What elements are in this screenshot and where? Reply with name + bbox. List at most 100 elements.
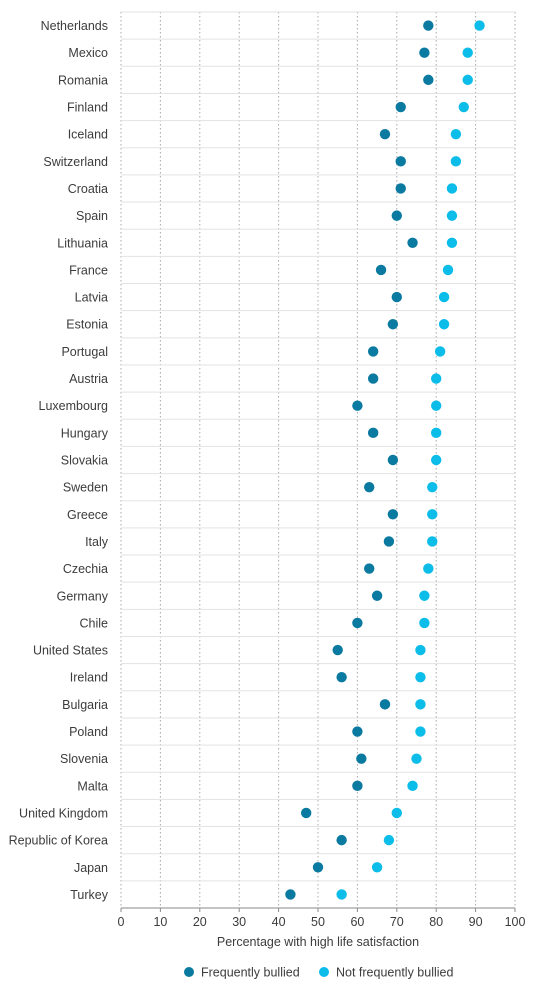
row-lithuania: Lithuania xyxy=(57,236,458,250)
category-label: Mexico xyxy=(68,46,108,60)
point-frequently-bullied-sweden xyxy=(364,481,375,493)
point-frequently-bullied-netherlands xyxy=(423,20,434,31)
category-label: Chile xyxy=(80,616,109,630)
point-not-frequently-bullied-italy xyxy=(427,536,438,547)
point-frequently-bullied-turkey xyxy=(285,889,296,900)
point-not-frequently-bullied-romania xyxy=(462,74,473,86)
row-italy: Italy xyxy=(85,535,438,549)
row-japan: Japan xyxy=(74,861,383,875)
point-frequently-bullied-greece xyxy=(387,509,399,520)
x-tick-label: 50 xyxy=(311,915,325,929)
category-label: Slovenia xyxy=(60,752,108,766)
point-frequently-bullied-latvia xyxy=(391,291,402,303)
point-not-frequently-bullied-hungary xyxy=(431,427,442,439)
row-finland: Finland xyxy=(67,101,469,115)
point-not-frequently-bullied-portugal xyxy=(434,346,446,357)
row-sweden: Sweden xyxy=(63,481,438,495)
row-ireland: Ireland xyxy=(70,671,426,685)
legend-marker-not-frequently-bullied xyxy=(319,967,329,977)
row-germany: Germany xyxy=(57,589,430,603)
point-frequently-bullied-slovakia xyxy=(387,454,399,466)
x-tick-label: 10 xyxy=(153,915,167,929)
x-tick-label: 70 xyxy=(390,915,404,929)
category-label: United Kingdom xyxy=(19,806,108,820)
point-frequently-bullied-croatia xyxy=(395,183,406,194)
category-label: Greece xyxy=(67,508,108,522)
category-label: Japan xyxy=(74,861,108,875)
category-label: Turkey xyxy=(70,888,108,902)
row-czechia: Czechia xyxy=(63,562,434,576)
point-not-frequently-bullied-croatia xyxy=(446,183,458,194)
point-frequently-bullied-germany xyxy=(371,590,383,601)
point-not-frequently-bullied-luxembourg xyxy=(431,400,442,411)
point-frequently-bullied-ireland xyxy=(336,672,347,683)
point-not-frequently-bullied-germany xyxy=(419,590,430,601)
x-tick-label: 20 xyxy=(193,915,207,929)
category-label: Slovakia xyxy=(61,454,108,468)
point-frequently-bullied-iceland xyxy=(379,128,391,140)
row-slovenia: Slovenia xyxy=(60,752,422,766)
point-not-frequently-bullied-czechia xyxy=(423,563,434,574)
point-not-frequently-bullied-slovakia xyxy=(431,454,442,466)
point-frequently-bullied-italy xyxy=(383,536,395,547)
category-label: Spain xyxy=(76,209,108,223)
row-united-kingdom: United Kingdom xyxy=(19,806,402,820)
row-mexico: Mexico xyxy=(68,46,473,60)
point-frequently-bullied-estonia xyxy=(387,319,399,330)
point-frequently-bullied-japan xyxy=(312,862,324,873)
row-chile: Chile xyxy=(80,616,430,630)
point-not-frequently-bullied-greece xyxy=(427,509,438,520)
point-frequently-bullied-switzerland xyxy=(395,156,406,167)
category-label: Luxembourg xyxy=(39,399,109,413)
category-label: Hungary xyxy=(61,426,109,440)
category-label: Portugal xyxy=(61,345,108,359)
category-label: Iceland xyxy=(68,128,108,142)
category-label: Croatia xyxy=(68,182,108,196)
row-united-states: United States xyxy=(33,644,426,658)
category-label: Romania xyxy=(58,73,108,87)
row-slovakia: Slovakia xyxy=(61,454,442,468)
row-netherlands: Netherlands xyxy=(41,19,485,33)
category-label: Switzerland xyxy=(43,155,108,169)
row-austria: Austria xyxy=(69,372,442,386)
row-republic-of-korea: Republic of Korea xyxy=(9,834,395,848)
x-tick-label: 0 xyxy=(118,915,125,929)
point-frequently-bullied-united-states xyxy=(332,644,343,656)
row-portugal: Portugal xyxy=(61,345,446,359)
point-frequently-bullied-poland xyxy=(352,726,363,737)
row-hungary: Hungary xyxy=(61,426,442,440)
point-not-frequently-bullied-austria xyxy=(431,373,442,384)
row-iceland: Iceland xyxy=(68,128,462,142)
point-not-frequently-bullied-france xyxy=(442,264,454,276)
point-frequently-bullied-czechia xyxy=(364,563,375,574)
point-frequently-bullied-france xyxy=(375,264,387,276)
point-not-frequently-bullied-latvia xyxy=(438,291,450,303)
point-frequently-bullied-austria xyxy=(367,373,379,384)
point-frequently-bullied-bulgaria xyxy=(379,699,391,710)
category-label: Latvia xyxy=(75,291,108,305)
point-not-frequently-bullied-ireland xyxy=(415,672,426,683)
point-not-frequently-bullied-poland xyxy=(415,726,426,737)
point-not-frequently-bullied-spain xyxy=(446,210,458,221)
category-label: Ireland xyxy=(70,671,108,685)
x-tick-label: 60 xyxy=(350,915,364,929)
category-label: Austria xyxy=(69,372,108,386)
point-not-frequently-bullied-bulgaria xyxy=(415,699,426,710)
category-label: Malta xyxy=(77,779,108,793)
point-not-frequently-bullied-republic-of-korea xyxy=(383,834,395,846)
point-frequently-bullied-slovenia xyxy=(356,753,367,764)
point-frequently-bullied-mexico xyxy=(419,47,430,58)
category-label: Netherlands xyxy=(41,19,108,33)
point-not-frequently-bullied-switzerland xyxy=(450,156,462,167)
point-not-frequently-bullied-sweden xyxy=(427,481,438,493)
row-latvia: Latvia xyxy=(75,291,450,305)
point-frequently-bullied-spain xyxy=(391,210,402,221)
chart-grid xyxy=(120,11,516,909)
point-not-frequently-bullied-netherlands xyxy=(474,20,485,31)
point-not-frequently-bullied-turkey xyxy=(336,889,347,900)
row-bulgaria: Bulgaria xyxy=(62,698,426,712)
point-not-frequently-bullied-slovenia xyxy=(411,753,422,764)
row-croatia: Croatia xyxy=(68,182,458,196)
row-luxembourg: Luxembourg xyxy=(39,399,442,413)
category-label: Germany xyxy=(57,589,109,603)
